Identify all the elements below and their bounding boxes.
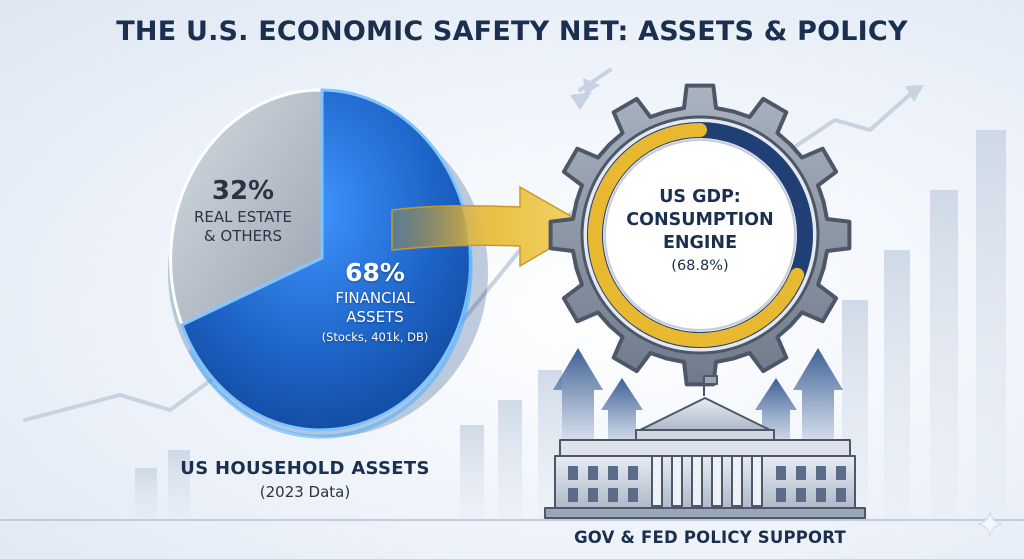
financial-percent: 68%: [345, 258, 405, 287]
trend-arrowheads: [570, 78, 924, 110]
real-estate-caption-line1: REAL ESTATE: [193, 208, 293, 226]
page-title: THE U.S. ECONOMIC SAFETY NET: ASSETS & P…: [116, 16, 908, 47]
gear-label: US GDP: CONSUMPTION ENGINE (68.8%): [620, 186, 780, 274]
household-assets-caption: US HOUSEHOLD ASSETS (2023 Data): [150, 458, 460, 501]
pie-edge-highlight: [188, 249, 473, 439]
financial-sublabel: (Stocks, 401k, DB): [321, 330, 429, 344]
gear-label-line1: US GDP:: [659, 187, 741, 207]
capitol-building-icon: [544, 375, 866, 519]
pie-slice-financial: [180, 88, 473, 432]
background-bars: [135, 130, 1006, 520]
gear-value: (68.8%): [671, 258, 729, 274]
household-assets-title: US HOUSEHOLD ASSETS: [180, 458, 430, 479]
real-estate-caption-line2: & OTHERS: [203, 227, 283, 245]
sparkle-icon: [977, 511, 1003, 537]
financial-caption-line2: ASSETS: [346, 308, 404, 326]
pie-slice-real-estate: [169, 88, 324, 328]
gear-label-line2: CONSUMPTION: [626, 210, 774, 230]
gdp-consumption-ring: [588, 123, 805, 347]
pie-label-real-estate: 32% REAL ESTATE & OTHERS: [178, 176, 308, 246]
pie-label-financial: 68% FINANCIAL ASSETS (Stocks, 401k, DB): [300, 258, 450, 344]
financial-caption-line1: FINANCIAL: [335, 289, 415, 307]
asset-pie-chart: [168, 88, 488, 439]
household-assets-subtitle: (2023 Data): [259, 483, 351, 501]
gear-label-line3: ENGINE: [662, 233, 738, 253]
gear-icon: [548, 83, 852, 387]
policy-support-label: GOV & FED POLICY SUPPORT: [574, 528, 846, 547]
real-estate-percent: 32%: [211, 176, 275, 206]
